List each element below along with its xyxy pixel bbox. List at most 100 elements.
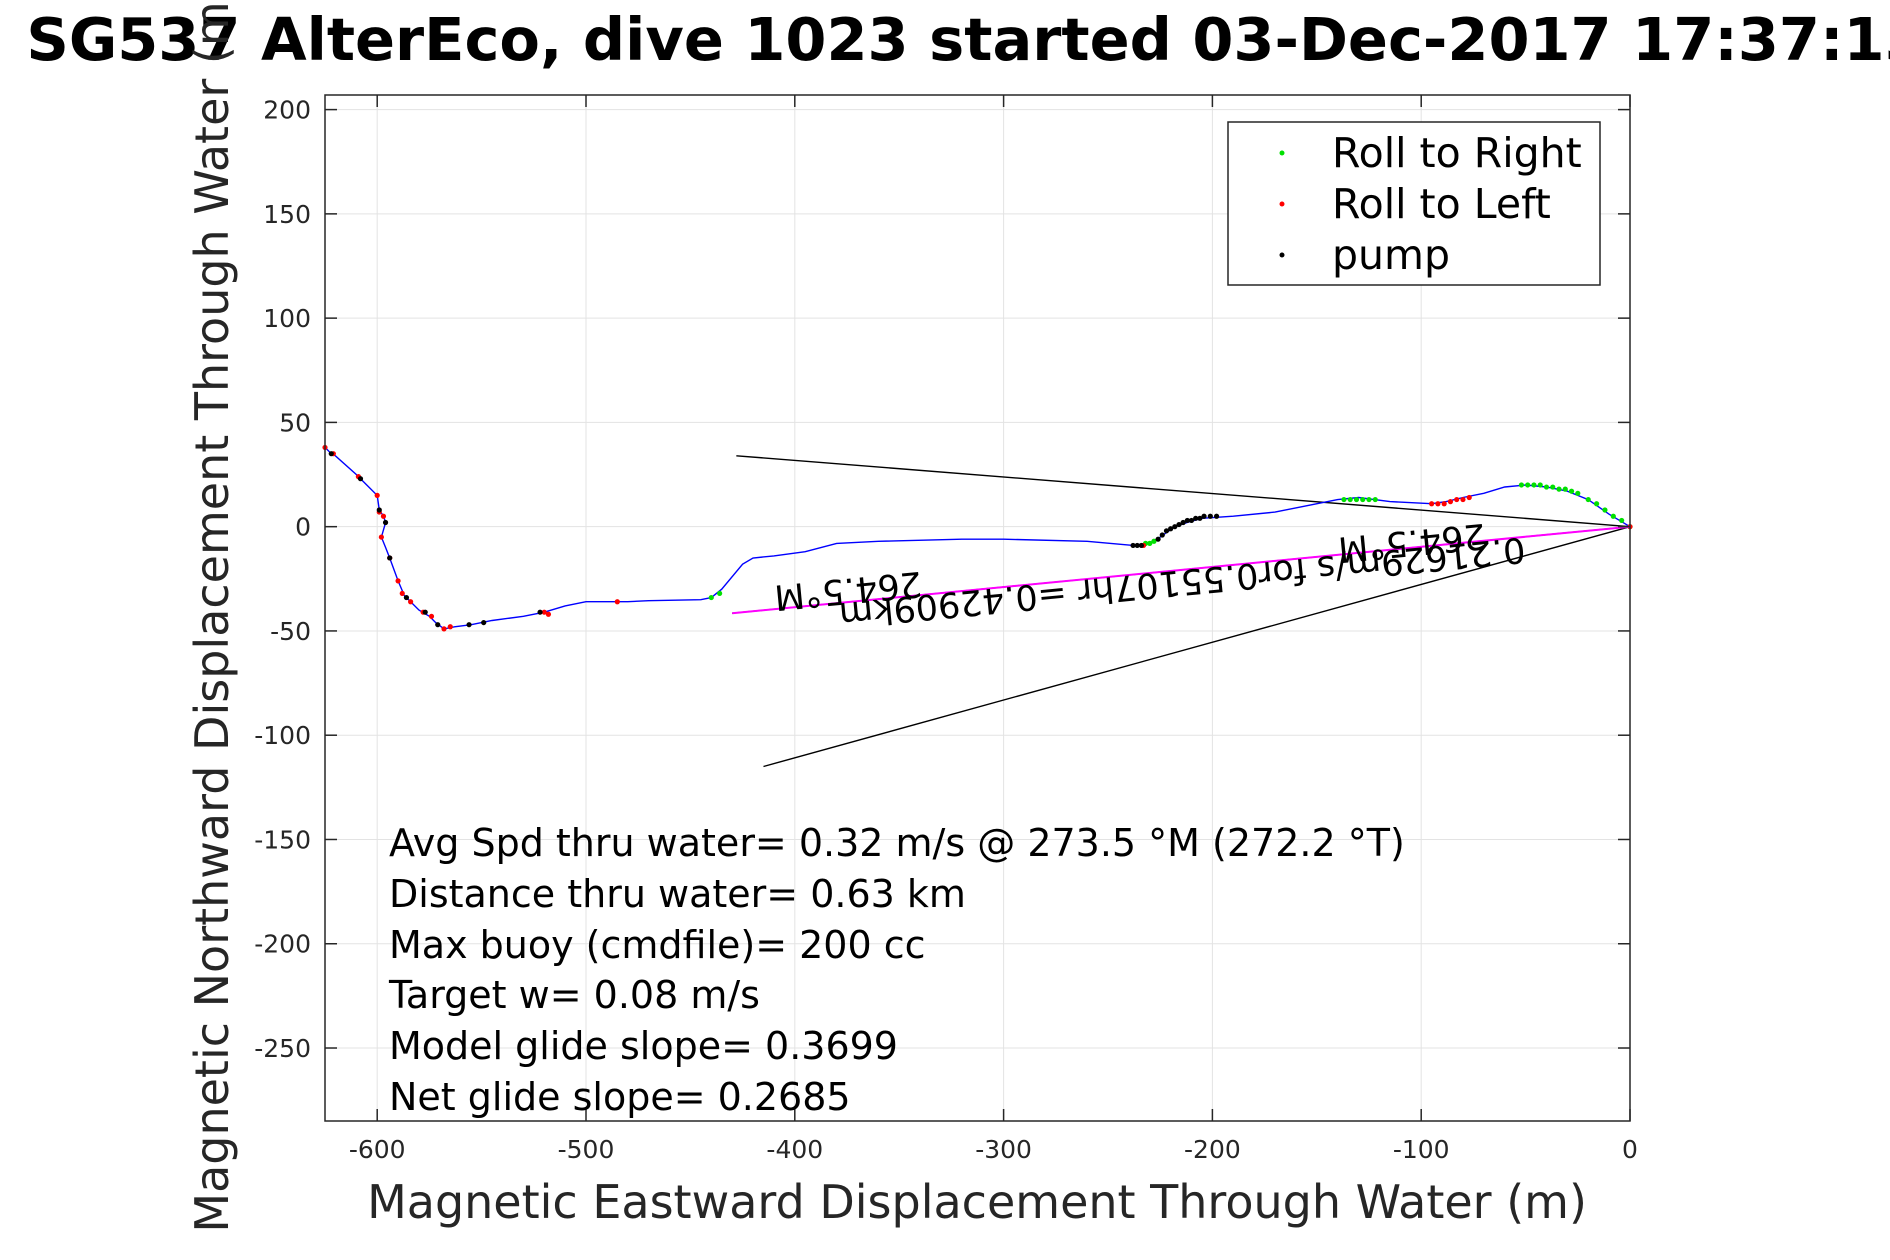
roll-to-left-point — [447, 624, 453, 630]
pump-point — [1168, 526, 1174, 532]
roll-to-left-point — [1435, 501, 1441, 507]
pump-point — [1201, 513, 1207, 519]
roll-to-right-point — [1353, 496, 1360, 503]
roll-to-right-point — [1556, 486, 1562, 492]
pump-point — [403, 594, 410, 601]
y-tick-label: -150 — [254, 825, 311, 854]
roll-to-left-point — [1466, 494, 1472, 501]
track-line — [324, 446, 1631, 630]
roll-to-right-point — [1593, 501, 1600, 507]
y-tick-label: -250 — [254, 1034, 311, 1063]
pump-point — [1176, 521, 1182, 528]
roll-to-left-point — [408, 599, 414, 605]
roll-to-right-point — [1543, 484, 1550, 490]
y-tick-label: 50 — [279, 408, 311, 437]
y-tick-label: 150 — [263, 200, 311, 229]
roll-to-right-point — [1147, 540, 1153, 546]
y-tick-label: 200 — [263, 96, 311, 125]
stats-annotations: Avg Spd thru water= 0.32 m/s @ 273.5 °M … — [388, 821, 1405, 1119]
pump-point — [466, 622, 472, 628]
legend-label-roll-left: Roll to Left — [1332, 180, 1551, 228]
annotation-max-buoy: Max buoy (cmdfile)= 200 cc — [389, 923, 926, 967]
x-tick-label: -100 — [1393, 1135, 1450, 1164]
pump-point — [435, 622, 441, 628]
roll-to-left-point — [374, 492, 380, 498]
pump-point — [1138, 542, 1145, 549]
x-tick-label: -500 — [558, 1135, 615, 1164]
roll-to-right-point — [1585, 496, 1591, 503]
plot-frame — [324, 94, 1631, 1122]
roll-to-left-point — [441, 626, 447, 632]
roll-to-left-point — [1460, 496, 1466, 503]
x-axis-label: Magnetic Eastward Displacement Through W… — [367, 1175, 1587, 1229]
roll-to-left-point — [395, 578, 401, 584]
annotation-target-w: Target w= 0.08 m/s — [388, 973, 760, 1017]
roll-to-right-point — [1562, 486, 1568, 492]
legend-label-roll-right: Roll to Right — [1332, 129, 1582, 177]
roll-to-right-point — [1550, 484, 1556, 490]
pump-point — [387, 555, 393, 561]
y-tick-label: 100 — [263, 304, 311, 333]
legend-marker-pump — [1279, 252, 1285, 258]
pump-point — [328, 451, 334, 457]
roll-to-right-point — [1537, 482, 1543, 488]
pump-point — [481, 619, 487, 626]
y-tick-label: -100 — [254, 721, 311, 750]
roll-to-right-point — [1360, 496, 1366, 503]
roll-to-left-point — [1454, 496, 1460, 503]
pump-point — [382, 519, 389, 526]
heading-line-line — [732, 525, 1631, 615]
roll-to-right-point — [1366, 496, 1372, 503]
pump-point — [1207, 513, 1213, 519]
x-tick-label: -400 — [766, 1135, 823, 1164]
pump-point — [1134, 542, 1140, 549]
x-tick-label: -200 — [1184, 1135, 1241, 1164]
pump-point — [1155, 536, 1161, 542]
roll-to-left-point — [1447, 499, 1454, 505]
x-tick-label: -600 — [349, 1135, 406, 1164]
roll-to-right-point — [717, 590, 723, 597]
axis-ticks: -600 -500 -400 -300 -200 -100 0 200 150 100 50 0 -50… — [254, 95, 1638, 1164]
roll-to-right-point — [1518, 482, 1525, 488]
roll-to-left-point — [1441, 501, 1447, 507]
annotation-avg-speed: Avg Spd thru water= 0.32 m/s @ 273.5 °M … — [389, 821, 1405, 865]
legend-label-pump: pump — [1332, 231, 1450, 279]
pump-point — [1130, 542, 1136, 549]
roll-to-left-point — [378, 534, 384, 540]
heading-reference-line — [763, 525, 1631, 768]
x-tick-label: -300 — [975, 1135, 1032, 1164]
legend: Roll to Right Roll to Left pump — [1227, 121, 1601, 286]
heading-reference-line — [736, 455, 1631, 528]
roll-to-right-point — [1575, 490, 1581, 496]
roll-to-right-point — [1372, 496, 1378, 503]
roll-to-right-point — [1525, 482, 1531, 488]
roll-to-left-point — [541, 609, 547, 615]
pump-point — [1184, 517, 1190, 524]
roll-to-left-point — [380, 513, 387, 519]
roll-to-right-point — [1619, 517, 1625, 524]
roll-to-right-point — [1347, 496, 1353, 503]
y-tick-label: -50 — [270, 617, 311, 646]
roll-to-left-point — [545, 611, 552, 617]
pump-point — [1159, 532, 1165, 538]
roll-to-right-point — [1610, 513, 1616, 519]
chart-title: SG537 AlterEco, dive 1023 started 03-Dec… — [26, 5, 1890, 74]
roll-to-left-point — [614, 599, 620, 605]
y-tick-label: -200 — [254, 930, 311, 959]
y-axis-label: Magnetic Northward Displacement Through … — [185, 0, 239, 1233]
pump-point — [357, 476, 364, 482]
pump-point — [1193, 515, 1199, 521]
roll-to-left-point — [1429, 501, 1435, 507]
annotation-net-glide: Net glide slope= 0.2685 — [389, 1075, 851, 1119]
roll-to-left-point — [399, 590, 405, 597]
roll-to-right-point — [1151, 538, 1157, 544]
pump-point — [1180, 519, 1186, 526]
pump-point — [537, 609, 543, 615]
y-tick-label: 0 — [295, 513, 311, 542]
pump-point — [376, 507, 382, 513]
pump-point — [1163, 528, 1170, 534]
roll-to-left-point — [428, 613, 435, 619]
roll-to-right-point — [708, 594, 714, 601]
legend-marker-roll-left — [1279, 201, 1285, 207]
